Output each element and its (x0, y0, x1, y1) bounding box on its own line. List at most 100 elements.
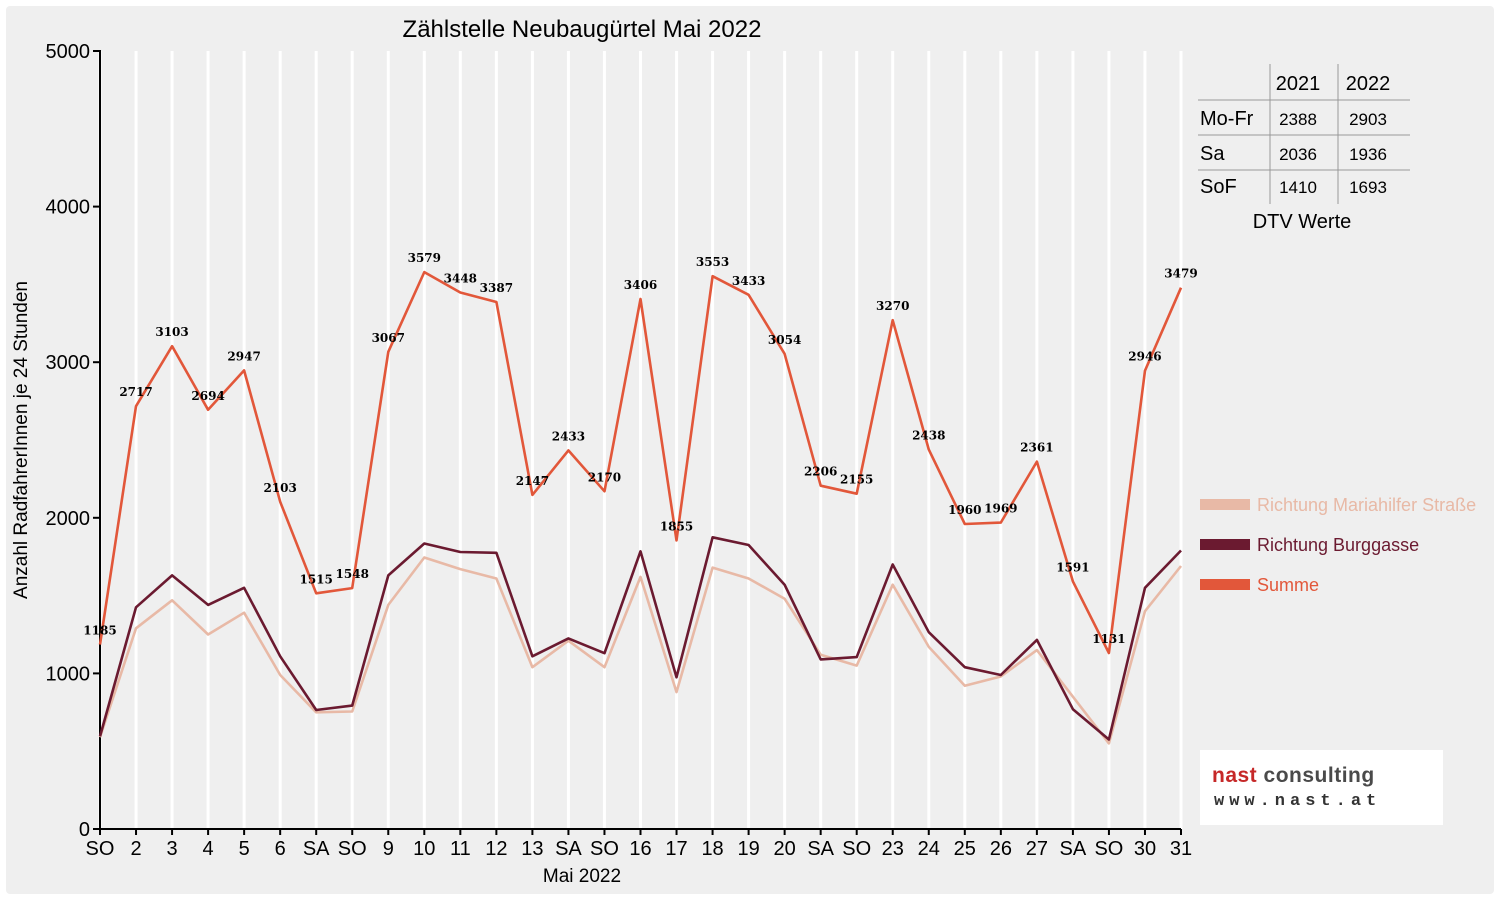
dtv-table: 2021 2022 Mo-Fr 2388 2903 Sa 2036 1936 S… (1198, 64, 1410, 233)
grid-lines (98, 51, 1183, 829)
data-label: 2433 (552, 429, 585, 443)
data-label: 2947 (227, 349, 260, 363)
x-tick-label: 31 (1170, 838, 1192, 860)
data-label: 1591 (1056, 560, 1089, 574)
y-tick-label: 3000 (46, 352, 91, 374)
x-tick-label: 25 (954, 838, 976, 860)
data-label: 2103 (263, 481, 296, 495)
logo: nast consulting www.nast.at (1200, 750, 1443, 825)
y-tick-label: 0 (79, 819, 90, 841)
series-lines (98, 270, 1183, 745)
data-label: 3067 (372, 331, 405, 345)
x-tick-label: 17 (665, 838, 687, 860)
x-tick-label: SO (1094, 838, 1123, 860)
legend: Richtung Mariahilfer Straße Richtung Burg… (1200, 495, 1476, 595)
x-tick-label: 13 (521, 838, 543, 860)
data-label: 3103 (155, 325, 188, 339)
table-caption: DTV Werte (1253, 211, 1352, 233)
x-tick-label: SO (86, 838, 115, 860)
series-line (98, 556, 1183, 745)
x-tick-label: SA (807, 838, 834, 860)
data-label: 1131 (1092, 632, 1125, 646)
data-label: 2206 (804, 465, 837, 479)
table-cell: 2036 (1279, 145, 1317, 164)
data-label: 1855 (660, 519, 693, 533)
legend-swatch (1200, 539, 1250, 550)
data-label: 2147 (516, 474, 549, 488)
x-tick-label: 20 (774, 838, 796, 860)
logo-url: www.nast.at (1214, 792, 1382, 811)
x-tick-label: 9 (383, 838, 394, 860)
x-tick-label: 23 (882, 838, 904, 860)
x-tick-label: SA (303, 838, 330, 860)
x-tick-label: SO (338, 838, 367, 860)
data-labels: 1185 2717 3103 2694 2947 2103 1515 1548 3067 3579… (83, 251, 1197, 646)
x-tick-label: 11 (450, 838, 471, 860)
x-tick-label: 2 (130, 838, 141, 860)
data-label: 1960 (948, 503, 981, 517)
x-tick-label: 19 (737, 838, 759, 860)
x-tick-label: 26 (990, 838, 1012, 860)
legend-swatch (1200, 579, 1250, 590)
table-row-label: Mo-Fr (1200, 108, 1254, 130)
x-tick-label: SO (590, 838, 619, 860)
y-tick-label: 1000 (46, 663, 91, 685)
x-tick-label: 3 (167, 838, 178, 860)
x-axis-title: Mai 2022 (543, 866, 621, 887)
data-label: 3448 (444, 271, 477, 285)
x-tick-label: 16 (629, 838, 651, 860)
x-tick-label: 10 (413, 838, 435, 860)
data-label: 2717 (119, 385, 152, 399)
table-header-2022: 2022 (1346, 73, 1391, 95)
series-line (98, 270, 1183, 655)
data-label: 3387 (480, 281, 513, 295)
table-cell: 2903 (1349, 110, 1387, 129)
data-label: 3270 (876, 299, 909, 313)
data-label: 2694 (191, 389, 224, 403)
y-tick-label: 2000 (46, 508, 91, 530)
data-label: 2361 (1020, 441, 1053, 455)
y-tick-label: 4000 (46, 197, 91, 219)
series-line (98, 535, 1182, 741)
legend-swatch (1200, 499, 1250, 510)
x-tick-label: SA (1060, 838, 1087, 860)
data-label: 2438 (912, 429, 945, 443)
legend-label: Richtung Burggasse (1257, 535, 1419, 555)
data-label: 2170 (588, 470, 621, 484)
logo-wordmark: nast consulting (1212, 764, 1375, 787)
table-cell: 1693 (1349, 178, 1387, 197)
x-tick-label: SA (555, 838, 582, 860)
x-tick-label: 4 (203, 838, 214, 860)
data-label: 1548 (336, 567, 369, 581)
data-label: 3553 (696, 255, 729, 269)
data-label: 3579 (408, 251, 441, 265)
legend-label: Richtung Mariahilfer Straße (1257, 495, 1476, 515)
table-cell: 2388 (1279, 110, 1317, 129)
table-cell: 1936 (1349, 145, 1387, 164)
table-row-label: Sa (1200, 143, 1225, 165)
data-label: 1969 (984, 502, 1017, 516)
y-tick-label: 5000 (46, 41, 91, 63)
data-label: 3433 (732, 274, 765, 288)
x-tick-label: 18 (701, 838, 723, 860)
table-cell: 1410 (1279, 178, 1317, 197)
x-tick-label: SO (842, 838, 871, 860)
x-tick-label: 12 (485, 838, 507, 860)
x-tick-label: 27 (1026, 838, 1048, 860)
x-tick-label: 30 (1134, 838, 1156, 860)
legend-label: Summe (1257, 575, 1319, 595)
x-tick-label: 24 (918, 838, 940, 860)
table-header-2021: 2021 (1276, 73, 1321, 95)
data-label: 2946 (1128, 350, 1161, 364)
data-label: 3406 (624, 278, 657, 292)
data-label: 2155 (840, 473, 873, 487)
y-axis-title: Anzahl RadfahrerInnen je 24 Stunden (11, 281, 32, 599)
chart-title: Zählstelle Neubaugürtel Mai 2022 (403, 16, 762, 43)
data-label: 1185 (83, 624, 116, 638)
data-label: 3479 (1164, 267, 1197, 281)
x-tick-label: 6 (275, 838, 286, 860)
data-label: 1515 (299, 572, 332, 586)
x-tick-label: 5 (239, 838, 250, 860)
